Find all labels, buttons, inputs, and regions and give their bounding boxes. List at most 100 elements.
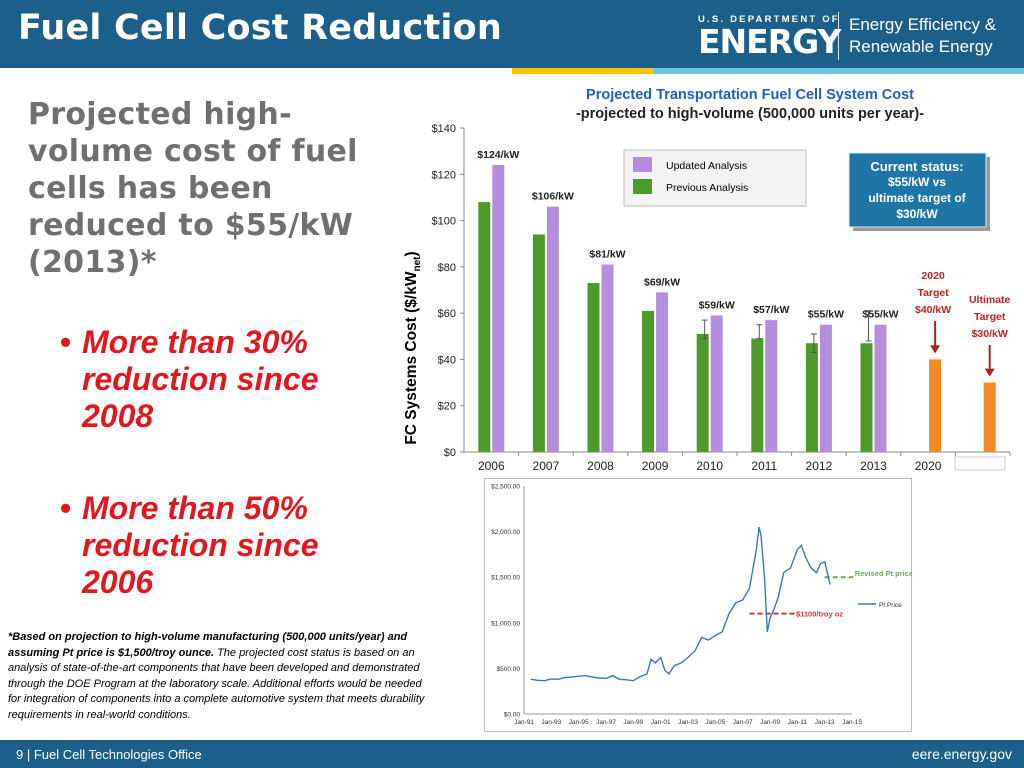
bar-previous-analysis bbox=[478, 202, 491, 452]
bar-updated-analysis bbox=[710, 315, 723, 452]
legend-swatch-updated bbox=[633, 157, 652, 172]
bar-updated-analysis bbox=[656, 292, 669, 452]
bar-previous-analysis bbox=[532, 234, 545, 452]
line-chart-x-tick-label: Jan-13 bbox=[815, 719, 835, 726]
y-tick-label: $0 bbox=[444, 447, 456, 459]
bullet-item: • More than 50% reduction since 2006 bbox=[60, 490, 390, 601]
line-chart-y-tick-label: $0.00 bbox=[504, 712, 521, 719]
slide-title: Fuel Cell Cost Reduction bbox=[18, 8, 502, 48]
header-stripe-yellow bbox=[512, 68, 654, 74]
slide-header: Fuel Cell Cost Reduction U.S. DEPARTMENT… bbox=[0, 0, 1024, 68]
bar-data-label: $124/kW bbox=[477, 149, 519, 161]
line-chart-x-tick-label: Jan-99 bbox=[623, 719, 643, 726]
y-tick-label: $100 bbox=[432, 216, 456, 228]
legend-label-pt-price: Pt Price bbox=[879, 602, 902, 609]
line-chart-x-tick-label: Jan-11 bbox=[788, 719, 808, 726]
status-box-line: $30/kW bbox=[896, 207, 938, 221]
x-tick-label: 2013 bbox=[860, 459, 887, 473]
line-chart-y-tick-label: $1,500.00 bbox=[491, 575, 520, 582]
legend-swatch-previous bbox=[633, 179, 652, 194]
eere-line-1: Energy Efficiency & bbox=[849, 15, 997, 34]
bar-previous-analysis bbox=[587, 283, 600, 452]
doe-logo-energy-text: ENERGY bbox=[698, 22, 841, 61]
main-heading: Projected high-volume cost of fuel cells… bbox=[28, 97, 358, 280]
footer-site-link[interactable]: eere.energy.gov bbox=[911, 746, 1012, 762]
bar-data-label: $55/kW bbox=[862, 309, 898, 321]
bullet-dot: • bbox=[60, 490, 72, 526]
bar-data-label: $81/kW bbox=[589, 249, 625, 261]
footnote-bold: *Based on projection to high-volume manu… bbox=[8, 631, 408, 659]
eere-logo-text: Energy Efficiency & Renewable Energy bbox=[849, 14, 996, 58]
y-axis-label-main: FC Systems Cost ($/kW bbox=[403, 271, 420, 444]
bar-data-label: $59/kW bbox=[699, 299, 735, 311]
line-chart-y-tick-label: $2,000.00 bbox=[491, 529, 520, 536]
bar-updated-analysis bbox=[874, 324, 887, 452]
y-tick-label: $120 bbox=[432, 169, 456, 181]
bar-data-label: $55/kW bbox=[808, 309, 844, 321]
bullet-text: More than 50% reduction since 2006 bbox=[82, 490, 319, 600]
line-chart-x-tick-label: Jan-97 bbox=[596, 719, 616, 726]
line-chart-x-tick-label: Jan-09 bbox=[760, 719, 780, 726]
doe-logo-small-text: U.S. DEPARTMENT OF bbox=[698, 14, 840, 25]
bar-target bbox=[929, 359, 942, 452]
fuel-cell-cost-bar-chart: Projected Transportation Fuel Cell Syste… bbox=[403, 87, 1011, 473]
status-box-line: $55/kW vs bbox=[888, 175, 946, 189]
y-tick-label: $140 bbox=[432, 123, 456, 135]
y-tick-label: $60 bbox=[438, 308, 456, 320]
x-tick-label: 2007 bbox=[533, 459, 560, 473]
line-chart-x-tick-label: Jan-15 bbox=[842, 719, 862, 726]
header-stripe-blue bbox=[654, 68, 1024, 74]
status-box-line: Current status: bbox=[870, 159, 963, 174]
bar-data-label: $69/kW bbox=[644, 276, 680, 288]
legend-frame bbox=[623, 149, 807, 207]
x-tick-label: 2010 bbox=[696, 459, 723, 473]
line-chart-y-tick-label: $2,500.00 bbox=[491, 484, 520, 491]
line-chart-x-tick-label: Jan-95 bbox=[569, 719, 589, 726]
line-chart-y-tick-label: $500.00 bbox=[497, 666, 521, 673]
annotation-text-old-price: $1100/troy oz bbox=[796, 610, 843, 619]
bullet-dot: • bbox=[60, 324, 72, 360]
bar-previous-analysis bbox=[860, 343, 873, 452]
bar-updated-analysis bbox=[546, 206, 559, 452]
legend-label-updated: Updated Analysis bbox=[666, 160, 747, 172]
line-chart-x-tick-label: Jan-91 bbox=[514, 719, 534, 726]
bar-data-label: $106/kW bbox=[532, 191, 574, 203]
bar-previous-analysis bbox=[642, 310, 655, 452]
pt-price-series-line bbox=[530, 526, 831, 682]
bar-updated-analysis bbox=[492, 165, 505, 452]
bar-data-label: $57/kW bbox=[753, 304, 789, 316]
bar-previous-analysis bbox=[751, 338, 764, 452]
target-arrow-head bbox=[984, 368, 995, 377]
target-label-line: Target bbox=[917, 287, 949, 299]
bar-updated-analysis bbox=[601, 264, 614, 452]
legend-label-previous: Previous Analysis bbox=[666, 182, 748, 194]
doe-logo: U.S. DEPARTMENT OF ENERGY bbox=[698, 14, 841, 61]
empty-category-box bbox=[954, 456, 1006, 471]
footnote-rest: The projected cost status is based on an… bbox=[8, 646, 425, 721]
line-chart-x-tick-label: Jan-07 bbox=[733, 719, 753, 726]
x-tick-label: 2008 bbox=[587, 459, 614, 473]
header-divider bbox=[838, 12, 839, 60]
target-arrow-head bbox=[930, 345, 941, 354]
chart-legend: Updated Analysis Previous Analysis bbox=[623, 149, 807, 207]
chart-title: Projected Transportation Fuel Cell Syste… bbox=[586, 87, 914, 103]
line-chart-x-tick-label: Jan-05 bbox=[705, 719, 725, 726]
footer-page-label: 9 | Fuel Cell Technologies Office bbox=[16, 747, 202, 762]
line-chart-x-tick-label: Jan-03 bbox=[678, 719, 698, 726]
bar-updated-analysis bbox=[765, 320, 778, 452]
bar-previous-analysis bbox=[805, 343, 818, 452]
x-tick-label: 2006 bbox=[478, 459, 505, 473]
status-box-line: ultimate target of bbox=[868, 191, 966, 205]
line-chart-x-tick-label: Jan-01 bbox=[651, 719, 671, 726]
bullet-item: • More than 30% reduction since 2008 bbox=[60, 324, 390, 435]
target-label-line: $40/kW bbox=[915, 304, 951, 316]
bar-target bbox=[983, 382, 996, 452]
y-tick-label: $80 bbox=[438, 262, 456, 274]
annotation-text-revised-price: Revised Pt price $1500/troy oz bbox=[855, 569, 912, 578]
bullet-text: More than 30% reduction since 2008 bbox=[82, 324, 319, 434]
platinum-price-line-chart: $0.00 $500.00 $1,000.00 $1,500.00 $2,000.00 $… bbox=[484, 478, 912, 732]
chart-subtitle: -projected to high-volume (500,000 units… bbox=[576, 106, 924, 122]
current-status-box: Current status: $55/kW vs ultimate targe… bbox=[848, 152, 990, 231]
y-tick-label: $40 bbox=[438, 354, 456, 366]
status-box-frame bbox=[848, 152, 987, 228]
